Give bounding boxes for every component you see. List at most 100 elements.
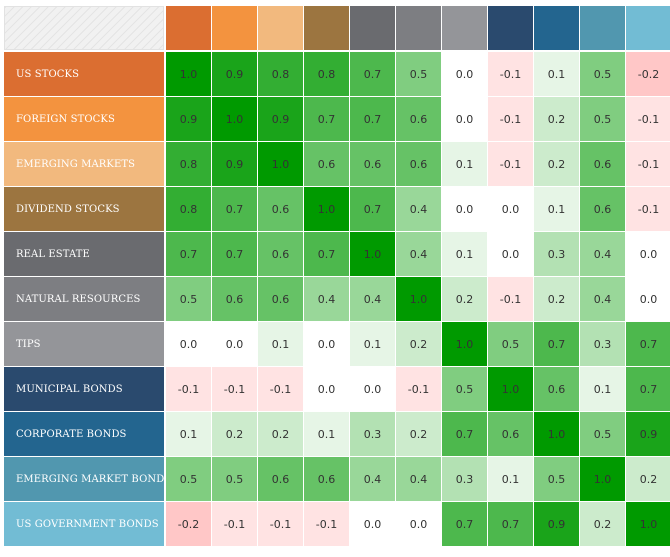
heatmap-cell: 0.5 — [580, 52, 625, 96]
heatmap-cell: 0.5 — [396, 52, 441, 96]
heatmap-cell: -0.1 — [212, 367, 257, 411]
heatmap-cell: 0.2 — [442, 277, 487, 321]
heatmap-cell: -0.1 — [626, 142, 670, 186]
heatmap-cell: -0.1 — [396, 367, 441, 411]
heatmap-cell: 0.0 — [626, 232, 670, 276]
column-header-6 — [442, 6, 487, 50]
heatmap-cell: 0.1 — [304, 412, 349, 456]
heatmap-cell: 0.0 — [626, 277, 670, 321]
heatmap-cell: 0.6 — [580, 142, 625, 186]
heatmap-cell: 0.1 — [580, 367, 625, 411]
heatmap-cell: 1.0 — [534, 412, 579, 456]
heatmap-cell: 0.0 — [396, 502, 441, 546]
heatmap-cell: 0.3 — [580, 322, 625, 366]
heatmap-cell: -0.1 — [488, 277, 533, 321]
heatmap-cell: 0.6 — [396, 97, 441, 141]
heatmap-cell: 0.7 — [488, 502, 533, 546]
heatmap-cell: 0.4 — [396, 187, 441, 231]
column-header-1 — [212, 6, 257, 50]
heatmap-cell: 0.0 — [212, 322, 257, 366]
heatmap-cell: 0.6 — [304, 142, 349, 186]
heatmap-cell: 0.4 — [350, 277, 395, 321]
heatmap-cell: -0.1 — [488, 142, 533, 186]
heatmap-cell: 0.7 — [350, 97, 395, 141]
heatmap-cell: 0.6 — [350, 142, 395, 186]
heatmap-cell: 0.1 — [534, 187, 579, 231]
heatmap-cell: -0.1 — [488, 97, 533, 141]
heatmap-cell: 0.9 — [166, 97, 211, 141]
heatmap-cell: 0.9 — [212, 142, 257, 186]
heatmap-cell: 0.2 — [534, 277, 579, 321]
heatmap-cell: 0.4 — [396, 232, 441, 276]
heatmap-cell: 0.4 — [580, 232, 625, 276]
column-header-0 — [166, 6, 211, 50]
heatmap-cell: -0.1 — [258, 367, 303, 411]
heatmap-cell: 0.0 — [304, 322, 349, 366]
heatmap-cell: 0.0 — [442, 52, 487, 96]
heatmap-cell: 0.7 — [442, 412, 487, 456]
heatmap-cell: 0.4 — [580, 277, 625, 321]
heatmap-cell: 1.0 — [626, 502, 670, 546]
heatmap-cell: 0.6 — [396, 142, 441, 186]
heatmap-cell: 0.7 — [350, 187, 395, 231]
heatmap-cell: 0.0 — [442, 187, 487, 231]
heatmap-cell: -0.1 — [626, 187, 670, 231]
column-header-5 — [396, 6, 441, 50]
heatmap-cell: 0.7 — [212, 232, 257, 276]
heatmap-cell: 0.2 — [212, 412, 257, 456]
heatmap-cell: 0.2 — [626, 457, 670, 501]
heatmap-cell: 0.1 — [488, 457, 533, 501]
heatmap-cell: 0.5 — [488, 322, 533, 366]
heatmap-cell: 0.9 — [212, 52, 257, 96]
row-label: EMERGING MARKETS — [4, 142, 164, 186]
column-header-8 — [534, 6, 579, 50]
heatmap-cell: 0.0 — [304, 367, 349, 411]
heatmap-cell: 0.2 — [580, 502, 625, 546]
heatmap-cell: 0.1 — [166, 412, 211, 456]
heatmap-cell: 0.2 — [396, 322, 441, 366]
heatmap-cell: 0.7 — [166, 232, 211, 276]
heatmap-cell: 0.6 — [488, 412, 533, 456]
heatmap-cell: 0.7 — [350, 52, 395, 96]
row-label: FOREIGN STOCKS — [4, 97, 164, 141]
heatmap-cell: 0.5 — [166, 457, 211, 501]
row-label: CORPORATE BONDS — [4, 412, 164, 456]
heatmap-cell: 0.9 — [258, 97, 303, 141]
heatmap-cell: 0.5 — [580, 97, 625, 141]
row-label: REAL ESTATE — [4, 232, 164, 276]
heatmap-cell: 0.0 — [488, 232, 533, 276]
heatmap-cell: 0.4 — [396, 457, 441, 501]
heatmap-cell: 1.0 — [488, 367, 533, 411]
heatmap-cell: 0.6 — [258, 232, 303, 276]
heatmap-cell: 0.6 — [580, 187, 625, 231]
heatmap-cell: 0.7 — [626, 322, 670, 366]
heatmap-cell: 0.0 — [166, 322, 211, 366]
heatmap-cell: -0.1 — [166, 367, 211, 411]
heatmap-cell: -0.1 — [304, 502, 349, 546]
heatmap-cell: 0.5 — [534, 457, 579, 501]
heatmap-cell: -0.1 — [626, 97, 670, 141]
heatmap-cell: 0.3 — [534, 232, 579, 276]
row-label: US STOCKS — [4, 52, 164, 96]
heatmap-cell: -0.2 — [166, 502, 211, 546]
heatmap-cell: 0.5 — [166, 277, 211, 321]
heatmap-cell: -0.1 — [258, 502, 303, 546]
heatmap-cell: 0.2 — [534, 142, 579, 186]
heatmap-cell: 1.0 — [166, 52, 211, 96]
heatmap-cell: 0.5 — [212, 457, 257, 501]
row-label: TIPS — [4, 322, 164, 366]
heatmap-cell: 0.7 — [212, 187, 257, 231]
heatmap-cell: 0.1 — [442, 232, 487, 276]
heatmap-cell: 0.7 — [534, 322, 579, 366]
heatmap-cell: 1.0 — [396, 277, 441, 321]
column-header-4 — [350, 6, 395, 50]
heatmap-cell: 0.8 — [304, 52, 349, 96]
heatmap-cell: 0.1 — [442, 142, 487, 186]
heatmap-cell: 0.2 — [258, 412, 303, 456]
heatmap-cell: 1.0 — [258, 142, 303, 186]
heatmap-cell: 0.6 — [258, 187, 303, 231]
heatmap-cell: 0.5 — [580, 412, 625, 456]
heatmap-cell: 0.8 — [258, 52, 303, 96]
heatmap-cell: 0.1 — [350, 322, 395, 366]
